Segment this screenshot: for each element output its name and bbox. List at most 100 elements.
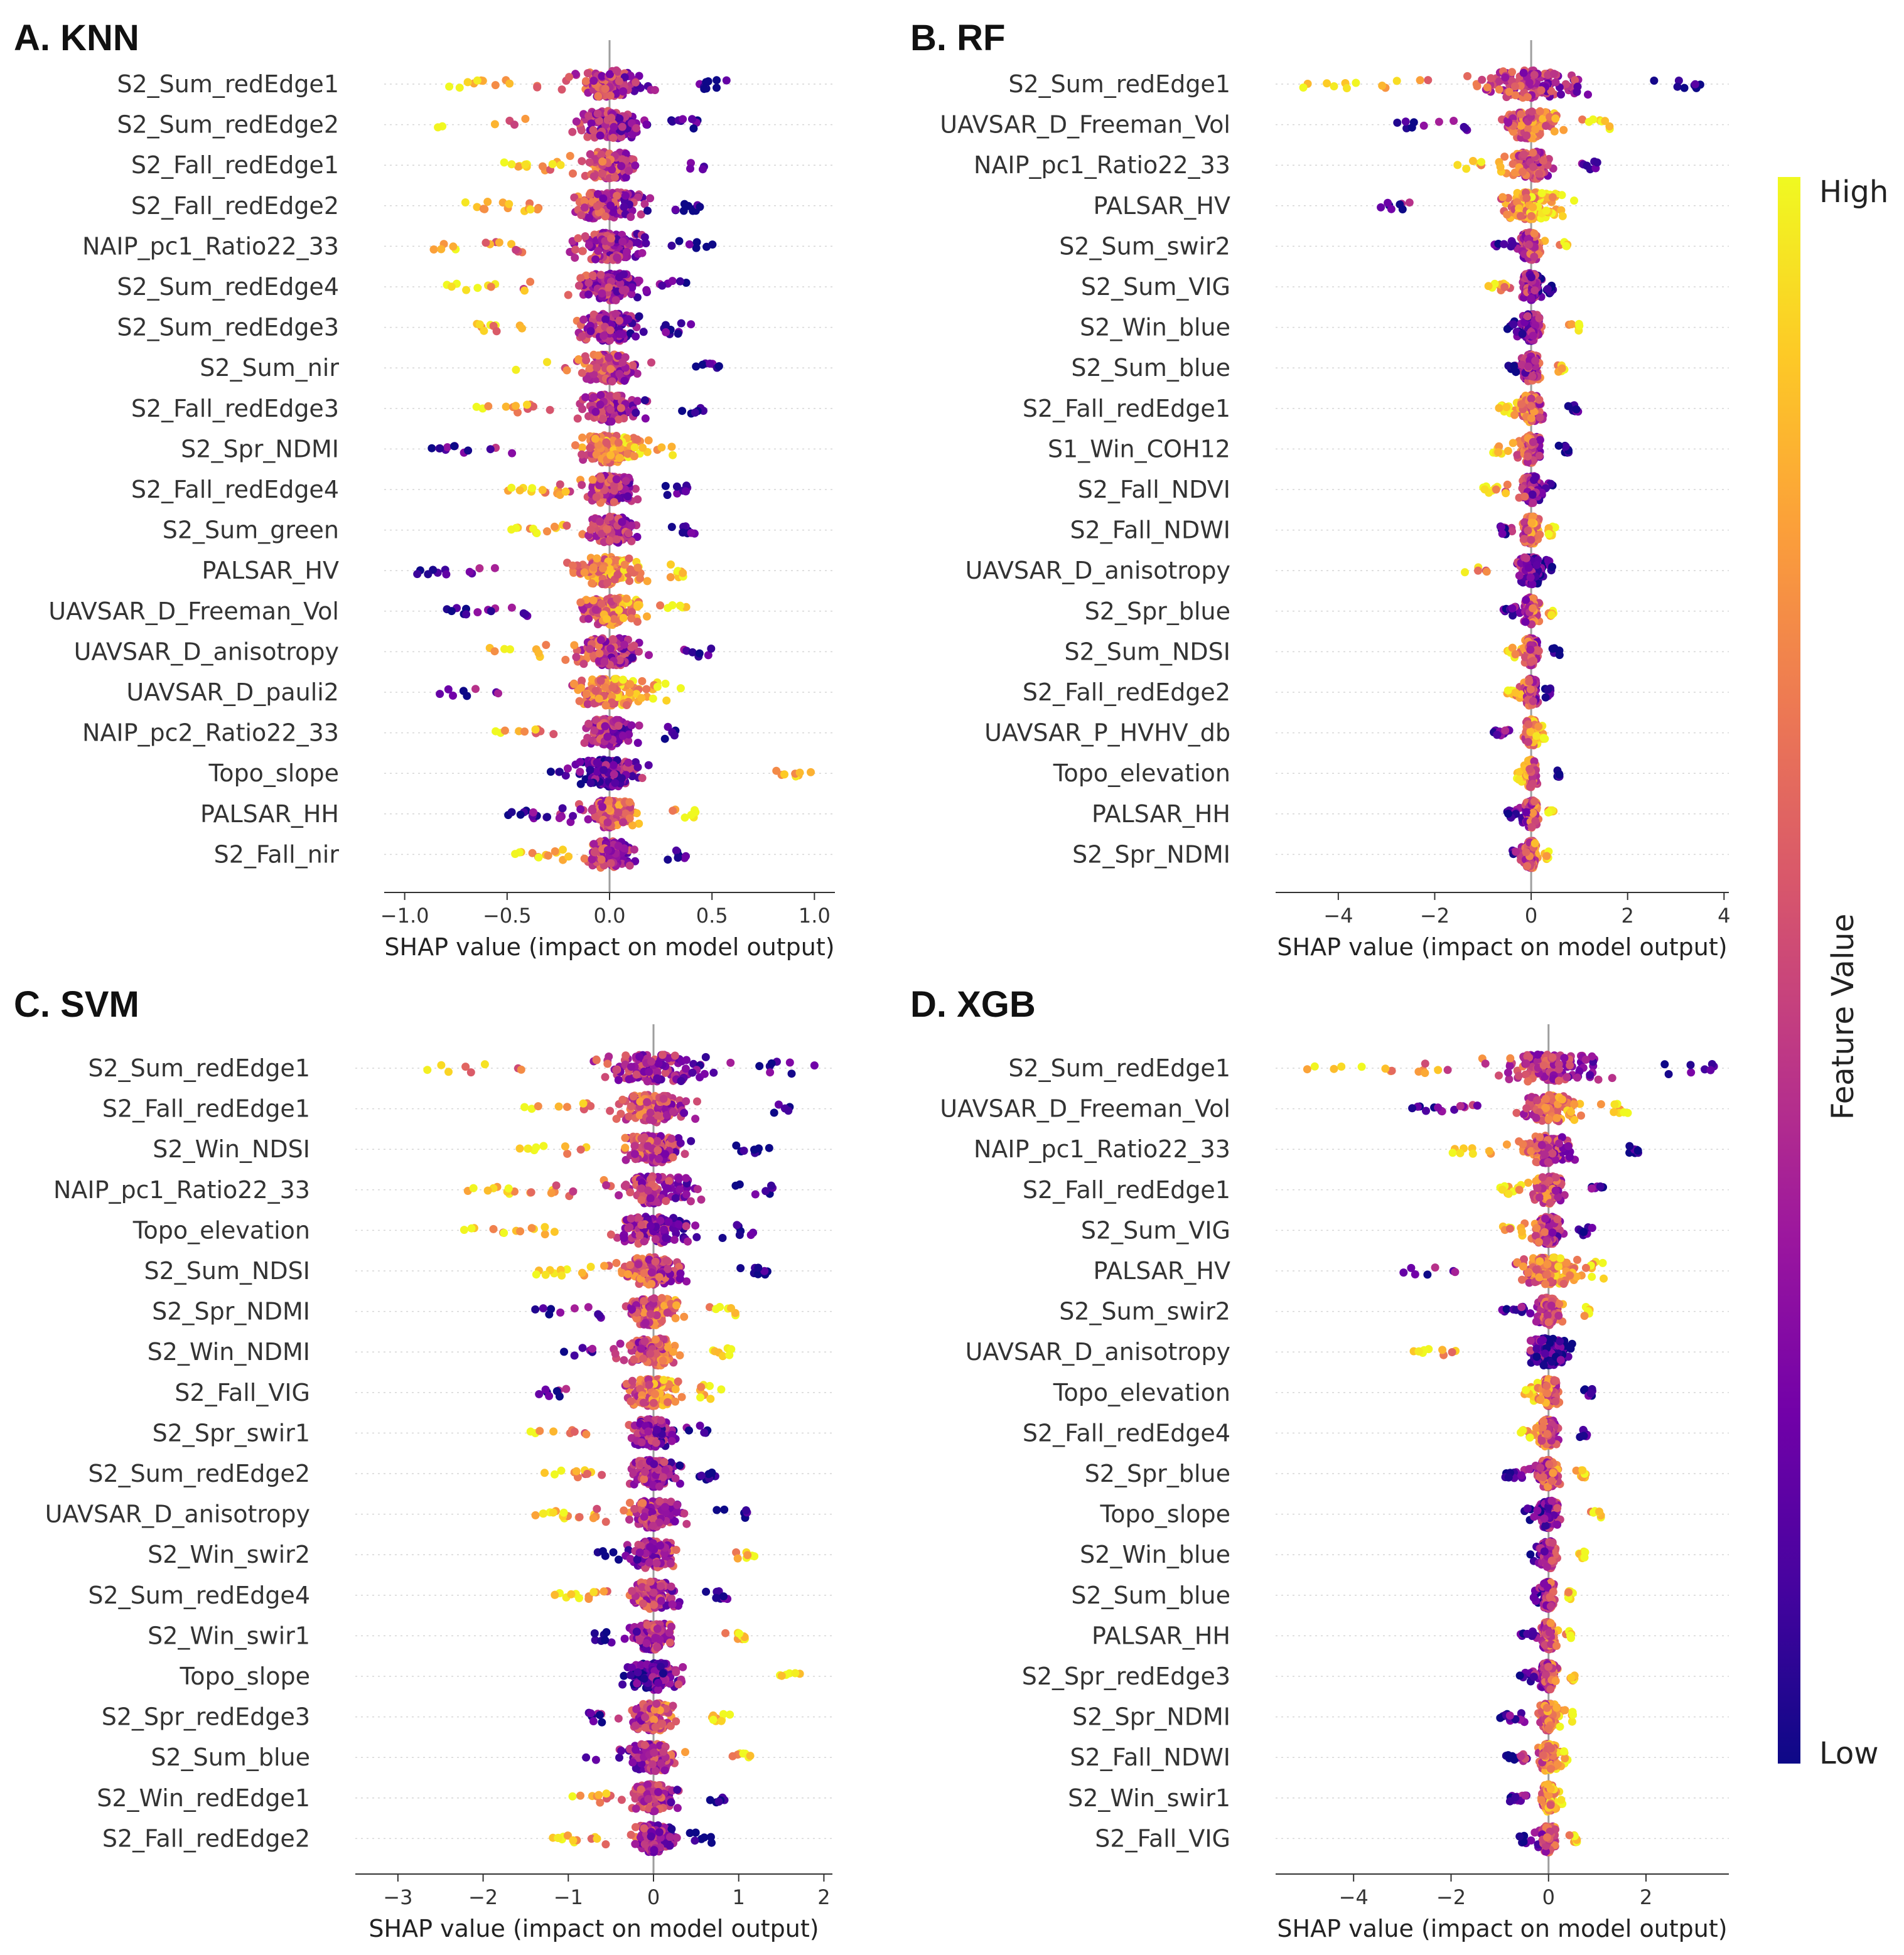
shap-point <box>593 758 601 767</box>
feature-label: S2_Sum_green <box>163 517 339 544</box>
shap-point <box>628 130 637 139</box>
shap-point <box>596 474 605 483</box>
shap-point <box>1517 110 1525 119</box>
shap-point <box>642 286 651 294</box>
feature-label: S1_Win_COH12 <box>1048 435 1230 463</box>
shap-point <box>495 238 503 247</box>
shap-point <box>1544 530 1553 538</box>
shap-point <box>609 134 618 142</box>
shap-point <box>465 567 474 576</box>
shap-point <box>1551 78 1560 87</box>
shap-point <box>506 645 514 654</box>
shap-point <box>587 119 596 128</box>
x-tick-label: −0.5 <box>483 904 532 928</box>
shap-point <box>600 331 608 340</box>
shap-point <box>584 112 593 121</box>
shap-point <box>588 806 597 815</box>
shap-point <box>586 766 594 774</box>
shap-point <box>570 680 578 688</box>
shap-point <box>598 157 607 166</box>
shap-point <box>638 677 647 685</box>
shap-point <box>1517 121 1525 130</box>
shap-point <box>1378 82 1387 90</box>
shap-point <box>1498 529 1507 538</box>
shap-point <box>612 392 621 400</box>
shap-point <box>531 725 540 734</box>
shap-point <box>473 284 482 292</box>
shap-point <box>594 694 603 703</box>
shap-point <box>1550 70 1559 78</box>
shap-point <box>576 598 585 607</box>
shap-point <box>556 480 564 489</box>
shap-point <box>586 150 594 159</box>
shap-point <box>621 477 630 485</box>
shap-point <box>669 451 677 459</box>
feature-label: S2_Sum_VIG <box>1081 273 1230 301</box>
shap-point <box>586 525 595 534</box>
shap-point <box>637 210 645 219</box>
shap-point <box>1517 400 1525 409</box>
panels: A. KNNS2_Sum_redEdge1S2_Sum_redEdge2S2_F… <box>14 18 1730 1942</box>
shap-point <box>463 692 471 700</box>
shap-point <box>613 570 622 579</box>
shap-point <box>647 358 655 367</box>
shap-point <box>606 326 615 335</box>
shap-point <box>1527 518 1536 527</box>
feature-label: S2_Fall_redEdge1 <box>131 151 339 179</box>
shap-point <box>600 658 609 666</box>
shap-point <box>1393 119 1402 127</box>
shap-point <box>640 396 649 405</box>
shap-point <box>640 233 649 242</box>
shap-point <box>589 393 598 402</box>
shap-point <box>580 568 589 577</box>
shap-point <box>642 121 651 129</box>
shap-point <box>630 641 638 650</box>
shap-point <box>473 76 481 85</box>
shap-point <box>594 351 603 360</box>
shap-point <box>610 498 618 506</box>
shap-point <box>598 564 607 573</box>
shap-point <box>613 191 621 200</box>
shap-point <box>1330 82 1338 90</box>
shap-point <box>1453 161 1462 169</box>
panel-title: B. RF <box>910 18 1005 58</box>
shap-point <box>1487 74 1495 83</box>
shap-point <box>594 247 603 255</box>
shap-point <box>578 405 587 414</box>
shap-point <box>1551 114 1560 123</box>
shap-point <box>533 83 542 92</box>
shap-point <box>1461 568 1469 577</box>
shap-point <box>578 247 587 255</box>
shap-point <box>464 446 473 455</box>
shap-point <box>526 205 535 214</box>
shap-point <box>614 808 623 817</box>
shap-point <box>627 721 636 730</box>
shap-point <box>1550 127 1559 136</box>
shap-point <box>580 739 589 747</box>
shap-point <box>585 158 594 167</box>
shap-point <box>648 694 657 703</box>
shap-point <box>1527 402 1536 410</box>
shap-point <box>591 606 600 614</box>
shap-point <box>1527 107 1536 116</box>
shap-point <box>507 525 516 534</box>
shap-point <box>1564 402 1573 410</box>
shap-point <box>550 522 559 531</box>
shap-point <box>642 685 651 694</box>
shap-point <box>1503 210 1512 219</box>
shap-point <box>592 493 601 501</box>
shap-point <box>578 332 586 341</box>
feature-label: S2_Sum_redEdge3 <box>117 314 339 341</box>
shap-point <box>564 291 573 299</box>
shap-point <box>1528 490 1537 499</box>
shap-point <box>582 690 591 699</box>
shap-point <box>555 768 564 776</box>
shap-point <box>633 293 642 302</box>
feature-label: S2_Fall_redEdge3 <box>131 395 339 422</box>
shap-point <box>577 683 585 692</box>
shap-point <box>569 169 577 178</box>
shap-point <box>615 370 624 378</box>
shap-point <box>699 165 707 174</box>
shap-point <box>687 320 696 329</box>
shap-point <box>625 166 633 175</box>
